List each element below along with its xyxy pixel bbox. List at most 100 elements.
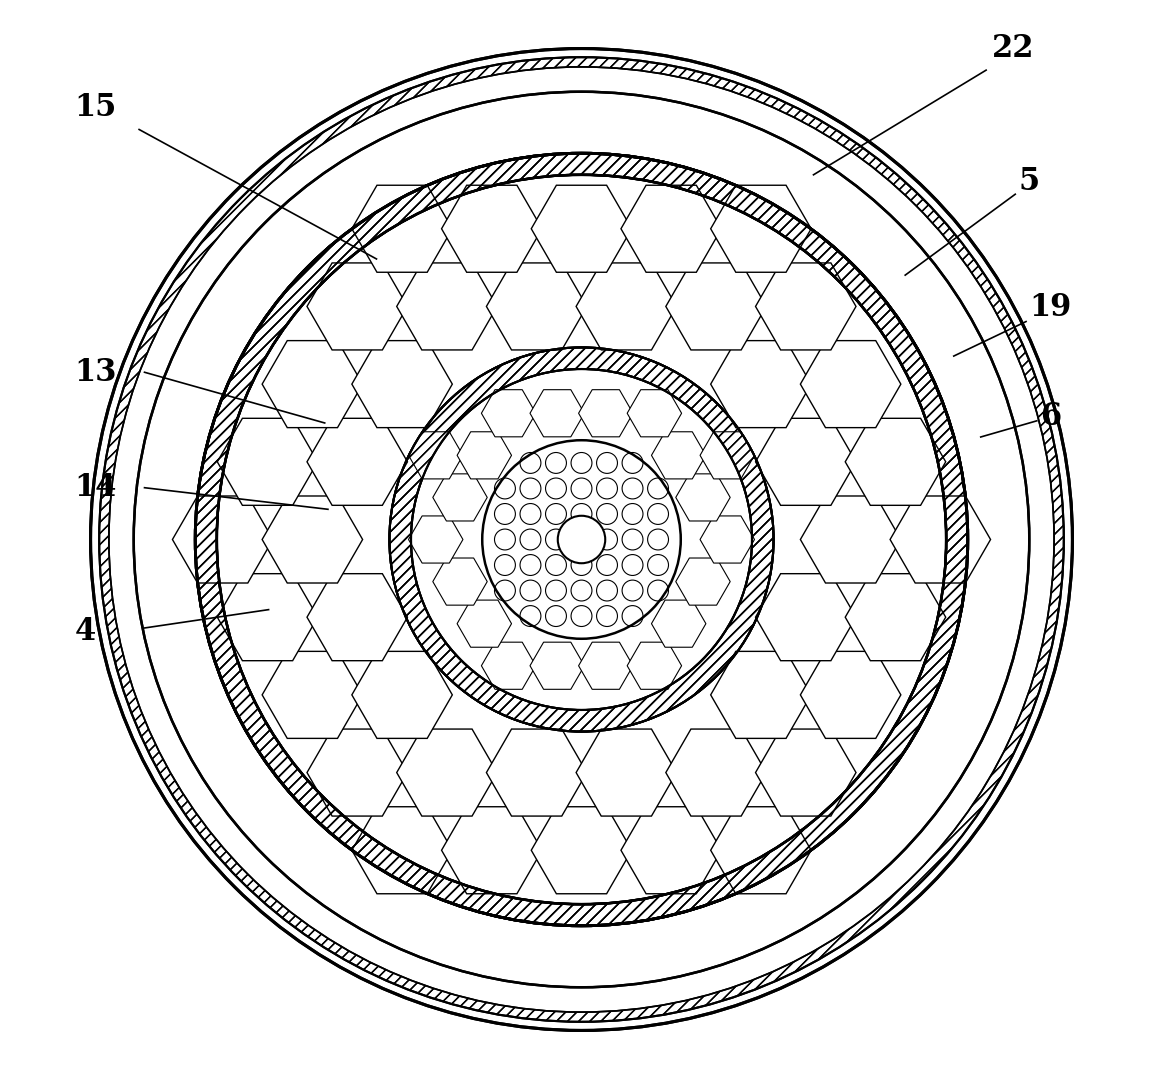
Text: 19: 19 [1029,292,1071,323]
Polygon shape [530,390,585,437]
Polygon shape [352,807,452,893]
Polygon shape [262,341,363,427]
Polygon shape [711,652,811,738]
Polygon shape [486,263,587,350]
Circle shape [597,605,618,627]
Polygon shape [486,729,587,816]
Polygon shape [800,496,901,583]
Polygon shape [800,652,901,738]
Polygon shape [442,186,542,272]
Circle shape [571,555,592,575]
Circle shape [622,605,643,627]
Polygon shape [433,558,487,605]
Polygon shape [756,419,856,505]
Circle shape [571,605,592,627]
Polygon shape [578,642,633,689]
Polygon shape [846,419,946,505]
Circle shape [545,478,566,498]
Polygon shape [627,642,682,689]
Polygon shape [621,807,721,893]
Polygon shape [756,263,856,350]
Polygon shape [408,432,463,479]
Circle shape [217,176,946,903]
Circle shape [622,478,643,498]
Circle shape [520,452,541,474]
Polygon shape [756,729,856,816]
Circle shape [597,504,618,524]
Text: 13: 13 [74,357,116,387]
Text: 5: 5 [1019,166,1040,196]
Polygon shape [531,807,632,893]
Circle shape [648,504,669,524]
Polygon shape [846,574,946,660]
Polygon shape [217,419,317,505]
Polygon shape [481,642,536,689]
Circle shape [558,516,605,563]
Circle shape [494,529,515,550]
Polygon shape [890,496,991,583]
Polygon shape [433,474,487,521]
Circle shape [520,504,541,524]
Circle shape [648,555,669,575]
Polygon shape [457,432,512,479]
Text: 4: 4 [74,616,95,646]
Circle shape [545,581,566,601]
Text: 15: 15 [74,93,116,123]
Circle shape [520,605,541,627]
Polygon shape [627,390,682,437]
Polygon shape [397,263,497,350]
Circle shape [545,504,566,524]
Polygon shape [800,341,901,427]
Polygon shape [262,496,363,583]
Circle shape [520,581,541,601]
Polygon shape [676,474,730,521]
Circle shape [494,478,515,498]
Polygon shape [397,729,497,816]
Polygon shape [700,432,755,479]
Polygon shape [307,263,407,350]
Circle shape [80,38,1083,1041]
Circle shape [597,452,618,474]
Circle shape [597,581,618,601]
Polygon shape [307,419,407,505]
Circle shape [545,452,566,474]
Polygon shape [711,341,811,427]
Circle shape [520,478,541,498]
Circle shape [390,347,773,732]
Circle shape [597,478,618,498]
Circle shape [622,452,643,474]
Circle shape [648,581,669,601]
Circle shape [571,529,592,550]
Text: 14: 14 [74,473,116,503]
Circle shape [648,529,669,550]
Circle shape [494,581,515,601]
Polygon shape [576,263,677,350]
Polygon shape [700,516,755,563]
Circle shape [648,478,669,498]
Polygon shape [578,390,633,437]
Circle shape [217,176,946,903]
Polygon shape [621,186,721,272]
Polygon shape [711,807,811,893]
Polygon shape [676,558,730,605]
Polygon shape [307,574,407,660]
Text: 6: 6 [1040,401,1061,432]
Circle shape [545,605,566,627]
Circle shape [545,529,566,550]
Polygon shape [531,186,632,272]
Circle shape [494,504,515,524]
Circle shape [545,555,566,575]
Circle shape [571,581,592,601]
Circle shape [622,555,643,575]
Polygon shape [756,574,856,660]
Polygon shape [666,729,766,816]
Text: 22: 22 [992,33,1034,64]
Circle shape [195,153,968,926]
Polygon shape [408,516,463,563]
Circle shape [622,504,643,524]
Circle shape [597,555,618,575]
Circle shape [481,439,682,640]
Polygon shape [307,729,407,816]
Polygon shape [352,186,452,272]
Polygon shape [481,390,536,437]
